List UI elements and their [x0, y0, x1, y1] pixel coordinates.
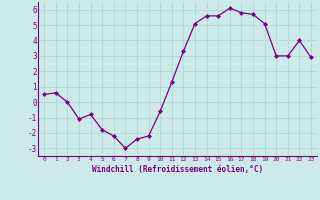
- X-axis label: Windchill (Refroidissement éolien,°C): Windchill (Refroidissement éolien,°C): [92, 165, 263, 174]
